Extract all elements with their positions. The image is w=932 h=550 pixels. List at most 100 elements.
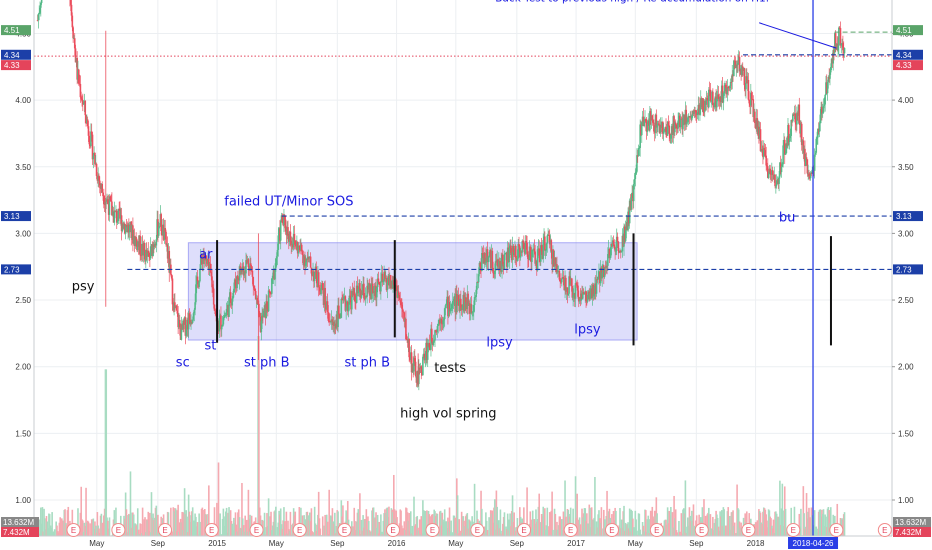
candle-body	[838, 27, 840, 46]
price-tick-label: 2.00	[15, 363, 31, 372]
candle-body	[244, 271, 246, 274]
left-price-axis: 2.002.503.003.504.004.505.005.506.006.50…	[15, 0, 35, 536]
candle-body	[292, 233, 295, 248]
volume-bar	[186, 516, 188, 543]
earnings-icon-glyph: E	[882, 526, 887, 535]
volume-bar	[191, 507, 194, 543]
candle-body	[739, 68, 742, 72]
volume-bar	[620, 519, 623, 543]
candle-body	[682, 114, 685, 119]
volume-bar	[176, 510, 179, 543]
volume-bar	[808, 507, 810, 543]
candle-body	[464, 297, 466, 311]
candle-body	[656, 124, 658, 128]
volume-bar	[418, 519, 421, 543]
candle-body	[153, 243, 156, 247]
volume-bar	[277, 522, 280, 543]
volume-bar	[817, 511, 820, 543]
candle-body	[273, 270, 276, 280]
volume-bar	[808, 517, 811, 543]
volume-bar	[372, 507, 375, 543]
volume-bar	[689, 515, 692, 543]
candle-body	[164, 228, 167, 232]
price-tick-label: 2.50	[15, 296, 31, 305]
volume-bar	[483, 527, 486, 543]
candle-body	[231, 298, 234, 306]
price-tick-label: 3.50	[898, 163, 914, 172]
candle-body	[523, 249, 526, 254]
volume-bar	[282, 520, 284, 543]
volume-bar	[554, 513, 557, 543]
volume-bar	[641, 521, 644, 543]
candle-body	[492, 267, 494, 274]
candle-body	[81, 98, 83, 102]
volume-bar	[632, 527, 635, 543]
candle-body	[554, 257, 557, 267]
candle-body	[131, 225, 133, 239]
candle-body	[321, 283, 323, 289]
candle-body	[838, 27, 841, 29]
candle-body	[638, 147, 641, 149]
candle-body	[84, 100, 87, 116]
candle-body	[409, 357, 411, 360]
volume-bar	[84, 525, 87, 543]
volume-bar	[574, 476, 577, 543]
candle-body	[111, 201, 113, 216]
volume-bar	[583, 508, 586, 543]
annotations: P&F Count for blue range is 6 - Target 7…	[72, 0, 837, 421]
date-cursor-label-box	[788, 537, 839, 549]
volume-bar	[760, 522, 763, 543]
volume-bar	[712, 516, 714, 543]
volume-bar	[200, 508, 203, 543]
price-tick-label: 2.50	[898, 296, 914, 305]
candle-body	[551, 250, 553, 265]
volume-bar	[617, 527, 620, 543]
candle-body	[599, 267, 602, 284]
volume-bar	[125, 509, 128, 543]
candle-body	[155, 239, 158, 246]
candle-body	[363, 283, 365, 299]
volume-bar	[578, 517, 581, 543]
candle-body	[73, 38, 75, 40]
volume-bar	[825, 516, 827, 543]
time-axis[interactable]: May Sep 2015 May Sep 2016 May Sep 2017 May Sep 2018…	[34, 535, 892, 550]
candle-body	[287, 227, 289, 236]
volume-bar	[692, 504, 695, 543]
candle-body	[77, 69, 80, 84]
price-label-text: 4.34	[4, 51, 20, 60]
candle-body	[738, 56, 741, 72]
candle-body	[107, 199, 109, 204]
volume-bar	[191, 511, 193, 543]
candle-body	[180, 324, 183, 340]
volume-bar	[720, 516, 722, 543]
candle-body	[500, 260, 503, 272]
volume-bar	[505, 526, 507, 543]
volume-bar	[588, 504, 591, 543]
volume-bar	[64, 509, 66, 543]
volume-bar	[672, 527, 675, 543]
volume-bar	[292, 508, 295, 543]
candle-body	[361, 290, 364, 295]
candle-body	[386, 282, 389, 291]
candle-body	[825, 82, 828, 94]
candle-body	[150, 244, 153, 247]
volume-bar	[66, 510, 69, 543]
volume-bar	[179, 518, 182, 543]
candle-body	[524, 241, 527, 254]
volume-bar	[818, 509, 821, 543]
volume-label-text: 13.632M	[3, 518, 34, 527]
volume-bar	[330, 516, 333, 543]
candle-body	[183, 317, 186, 325]
candle-body	[573, 293, 576, 299]
volume-bar	[80, 486, 83, 543]
volume-bar	[393, 474, 395, 543]
volume-bar	[273, 511, 276, 543]
candle-body	[189, 320, 192, 325]
volume-bar	[422, 510, 425, 543]
candle-body	[323, 287, 326, 306]
candle-body	[318, 287, 321, 292]
candle-body	[280, 215, 283, 221]
candle-body	[741, 66, 744, 71]
candle-body	[601, 272, 604, 279]
